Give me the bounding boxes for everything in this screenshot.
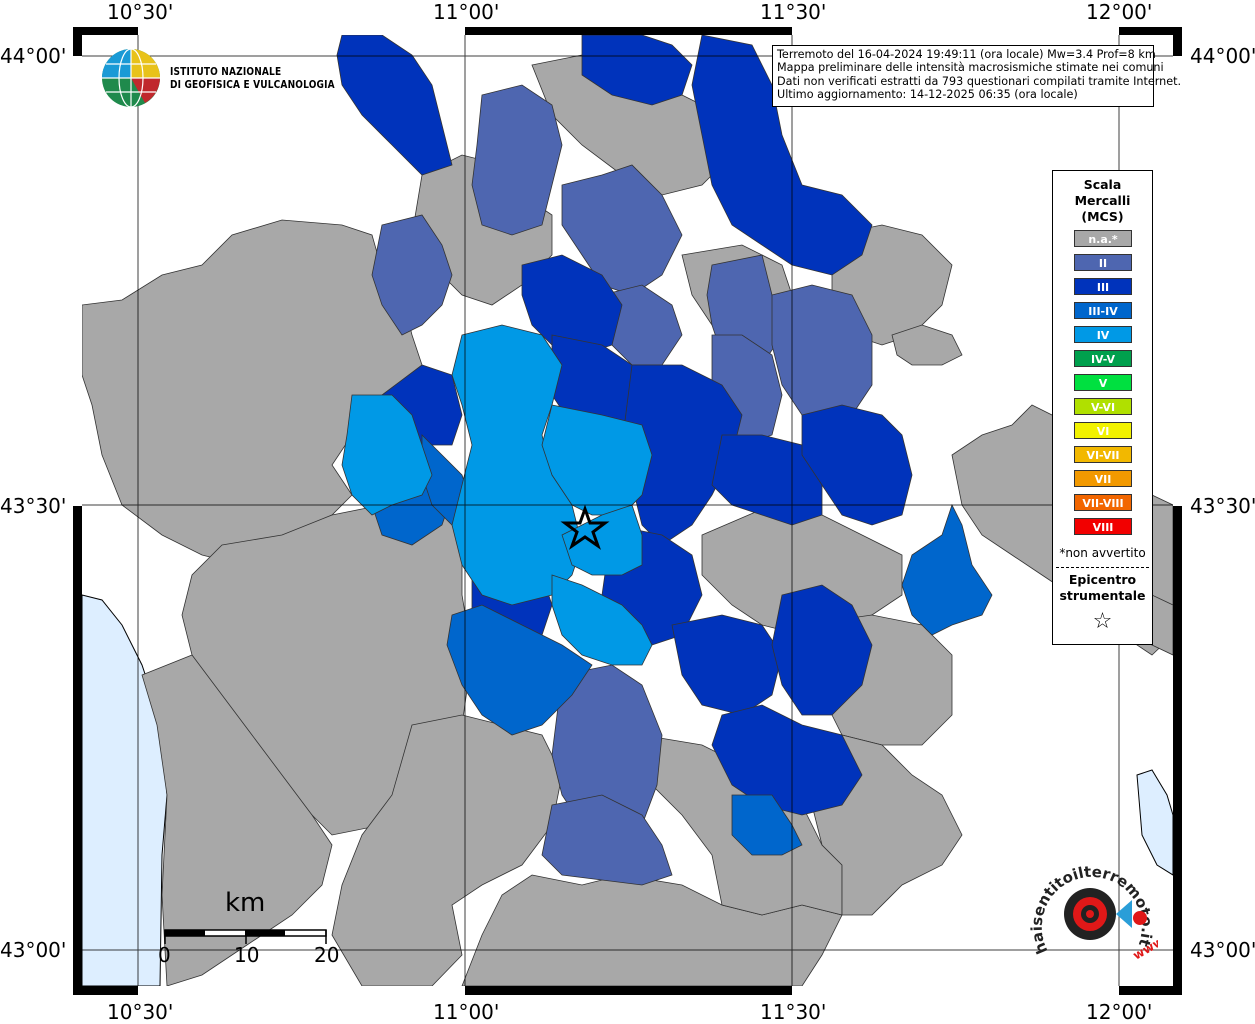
epicenter-star-icon[interactable] — [560, 504, 610, 550]
legend-title: (MCS) — [1081, 209, 1124, 224]
region-ii[interactable] — [541, 794, 673, 886]
event-info-line: Terremoto del 16-04-2024 19:49:11 (ora l… — [777, 48, 1156, 61]
lake-area — [1136, 769, 1173, 876]
lat-label-left: 43°30' — [0, 494, 67, 518]
legend-swatch: V-VI — [1074, 398, 1132, 415]
region-ii[interactable] — [771, 284, 873, 426]
event-info-line: Mappa preliminare delle intensità macros… — [777, 61, 1164, 75]
region-iii-iv[interactable] — [901, 503, 993, 636]
lon-label-bottom: 11°30' — [760, 1000, 827, 1024]
epicenter-legend-icon: ☆ — [1092, 609, 1113, 634]
frame-segment — [138, 27, 465, 35]
legend-title: Scala — [1083, 177, 1122, 192]
region-iii[interactable] — [691, 35, 873, 276]
region-ii[interactable] — [471, 84, 563, 236]
event-info-line: Ultimo aggiornamento: 14-12-2025 06:35 (… — [777, 88, 1078, 102]
legend-epicenter-label: Epicentro — [1068, 572, 1137, 587]
event-info-box: Terremoto del 16-04-2024 19:49:11 (ora l… — [772, 45, 1182, 107]
institute-name-line1: ISTITUTO NAZIONALE — [170, 65, 282, 78]
legend-swatch: III — [1074, 278, 1132, 295]
haisentito-logo-graphic: haisentitoilterremoto.it www. — [1028, 863, 1170, 963]
lon-label-bottom: 11°00' — [433, 1000, 500, 1024]
lat-label-right: 43°30' — [1190, 494, 1255, 518]
region-iii[interactable] — [581, 35, 693, 106]
legend-swatch: n.a.* — [1074, 230, 1132, 247]
frame-segment — [138, 986, 465, 995]
lat-label-right: 44°00' — [1190, 44, 1255, 68]
lat-label-right: 43°00' — [1190, 938, 1255, 962]
scale-tick-label: 20 — [314, 943, 340, 967]
map-area[interactable] — [82, 35, 1173, 986]
legend-divider — [1056, 567, 1149, 568]
region-na[interactable] — [891, 324, 963, 366]
legend-epicenter-label: strumentale — [1059, 588, 1146, 603]
institute-name-line2: DI GEOFISICA E VULCANOLOGIA — [170, 78, 335, 91]
legend-swatch: VII-VIII — [1074, 494, 1132, 511]
region-iv[interactable] — [561, 504, 643, 576]
region-iii[interactable] — [711, 434, 823, 526]
region-iii[interactable] — [671, 614, 783, 716]
megaphone-icon — [1116, 900, 1132, 928]
region-iv[interactable] — [341, 394, 433, 516]
legend-swatch: VII — [1074, 470, 1132, 487]
event-info-line: Dati non verificati estratti da 793 ques… — [777, 74, 1182, 88]
legend-swatch: VI-VII — [1074, 446, 1132, 463]
region-iii[interactable] — [801, 404, 913, 526]
region-iii-iv[interactable] — [446, 604, 593, 736]
frame-segment — [73, 56, 82, 506]
scale-bar: km 0 10 20 — [150, 888, 350, 968]
scale-tick-label: 10 — [234, 943, 260, 967]
legend-swatch: V — [1074, 374, 1132, 391]
intensity-map[interactable] — [82, 35, 1173, 986]
legend-note: *non avvertito — [1059, 546, 1146, 560]
lon-label-bottom: 12°00' — [1086, 1000, 1153, 1024]
scale-tick-label: 0 — [158, 943, 171, 967]
ingv-logo: ISTITUTO NAZIONALE DI GEOFISICA E VULCAN… — [100, 47, 340, 109]
legend-swatch: VIII — [1074, 518, 1132, 535]
lon-label-top: 11°00' — [433, 0, 500, 24]
region-iii[interactable] — [771, 584, 873, 716]
lon-label-top: 10°30' — [107, 0, 174, 24]
region-ii[interactable] — [561, 164, 683, 296]
legend-swatch: III-IV — [1074, 302, 1132, 319]
globe-icon — [102, 48, 160, 108]
scale-unit: km — [225, 888, 266, 918]
legend-swatch: VI — [1074, 422, 1132, 439]
region-na[interactable] — [331, 714, 563, 986]
frame-segment — [792, 986, 1119, 995]
lat-label-left: 43°00' — [0, 938, 67, 962]
region-na[interactable] — [141, 654, 333, 986]
lat-label-left: 44°00' — [0, 44, 67, 68]
lon-label-bottom: 10°30' — [107, 1000, 174, 1024]
region-iii[interactable] — [336, 35, 453, 176]
haisentito-logo[interactable]: haisentitoilterremoto.it www. — [1028, 856, 1170, 976]
mcs-legend: Scala Mercalli (MCS) n.a.* II III III-IV IV I… — [1052, 170, 1153, 645]
legend-title: Mercalli — [1074, 193, 1131, 208]
scale-bar-graphic — [164, 929, 327, 944]
region-iii[interactable] — [711, 704, 863, 816]
frame-segment — [792, 27, 1119, 35]
region-ii[interactable] — [371, 214, 453, 336]
frame-segment — [1173, 56, 1182, 506]
legend-swatch: II — [1074, 254, 1132, 271]
region-iv[interactable] — [551, 574, 653, 666]
legend-swatch: IV-V — [1074, 350, 1132, 367]
lon-label-top: 12°00' — [1086, 0, 1153, 24]
legend-swatch: IV — [1074, 326, 1132, 343]
lon-label-top: 11°30' — [760, 0, 827, 24]
